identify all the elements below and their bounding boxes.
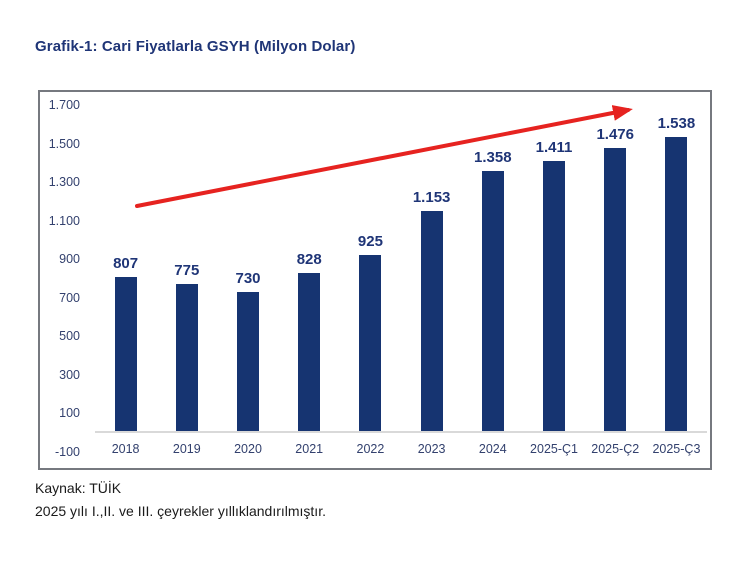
x-axis-labels: 2018 2019 2020 2021 2022 2023 2024 2025-Ç1 2025-… bbox=[95, 442, 707, 456]
x-axis-line bbox=[95, 431, 707, 433]
x-tick-label: 2020 bbox=[234, 442, 262, 456]
bar-value-label: 1.411 bbox=[535, 139, 573, 156]
y-tick-label: 100 bbox=[59, 406, 80, 421]
x-tick-label: 2019 bbox=[172, 442, 201, 456]
bar-value-label: 730 bbox=[235, 270, 261, 287]
bar-value-label: 1.358 bbox=[474, 149, 512, 166]
bar-column: 775 bbox=[156, 92, 217, 433]
y-tick-label: 900 bbox=[59, 252, 80, 267]
bar bbox=[114, 277, 137, 433]
bars-container: 807 775 730 828 925 1.153 1.358 1.411 1.476 1.538 bbox=[95, 92, 707, 433]
bar bbox=[420, 211, 443, 433]
bar-value-label: 1.538 bbox=[657, 115, 696, 132]
y-tick-label: 1.300 bbox=[48, 175, 80, 190]
x-tick-label: 2025-Ç2 bbox=[591, 442, 640, 456]
x-tick-label: 2021 bbox=[295, 442, 324, 456]
x-tick-label: 2025-Ç3 bbox=[652, 442, 701, 456]
footer: Kaynak: TÜİK 2025 yılı I.,II. ve III. çe… bbox=[35, 477, 326, 523]
y-tick-label: 300 bbox=[59, 367, 80, 382]
bar-value-label: 807 bbox=[113, 255, 139, 272]
bar bbox=[237, 292, 259, 433]
footnote-text: 2025 yılı I.,II. ve III. çeyrekler yıllı… bbox=[35, 503, 326, 519]
x-tick-label: 2018 bbox=[111, 442, 140, 456]
bar-column: 1.411 bbox=[523, 92, 584, 433]
bar bbox=[604, 148, 627, 433]
y-tick-label: 500 bbox=[59, 329, 80, 344]
bar-column: 1.153 bbox=[401, 92, 462, 433]
bar-value-label: 775 bbox=[174, 262, 200, 279]
bar bbox=[543, 161, 566, 433]
y-tick-label: 1.700 bbox=[48, 98, 80, 112]
bar-column: 807 bbox=[95, 92, 156, 433]
y-tick-label: -100 bbox=[54, 445, 80, 459]
chart-title: Grafik-1: Cari Fiyatlarla GSYH (Milyon D… bbox=[35, 38, 356, 55]
bar bbox=[298, 273, 321, 433]
y-tick-label: 1.500 bbox=[48, 136, 80, 151]
bar-column: 1.358 bbox=[462, 92, 523, 433]
y-tick-label: 1.100 bbox=[48, 213, 80, 228]
bar-column: 828 bbox=[279, 92, 340, 433]
bar bbox=[481, 171, 504, 433]
bar-column: 1.538 bbox=[646, 92, 707, 433]
bar bbox=[665, 137, 688, 433]
y-tick-label: 700 bbox=[59, 290, 80, 305]
x-tick-label: 2024 bbox=[478, 442, 507, 456]
bar-value-label: 1.153 bbox=[412, 189, 451, 206]
bar-column: 730 bbox=[217, 92, 278, 433]
bar-value-label: 828 bbox=[296, 251, 322, 268]
bar-value-label: 1.476 bbox=[596, 126, 634, 143]
bar-column: 1.476 bbox=[585, 92, 646, 433]
bar-column: 925 bbox=[340, 92, 401, 433]
chart-panel: 1.700 1.500 1.300 1.100 900 700 500 300 100 -100 … bbox=[38, 90, 712, 470]
bar-value-label: 925 bbox=[357, 233, 383, 250]
source-text: Kaynak: TÜİK bbox=[35, 480, 122, 496]
bar bbox=[175, 284, 198, 433]
bar bbox=[359, 255, 382, 433]
x-tick-label: 2025-Ç1 bbox=[530, 442, 578, 456]
y-axis-ticks: 1.700 1.500 1.300 1.100 900 700 500 300 100 -100 bbox=[40, 92, 82, 468]
x-tick-label: 2023 bbox=[417, 442, 446, 456]
x-tick-label: 2022 bbox=[356, 442, 385, 456]
